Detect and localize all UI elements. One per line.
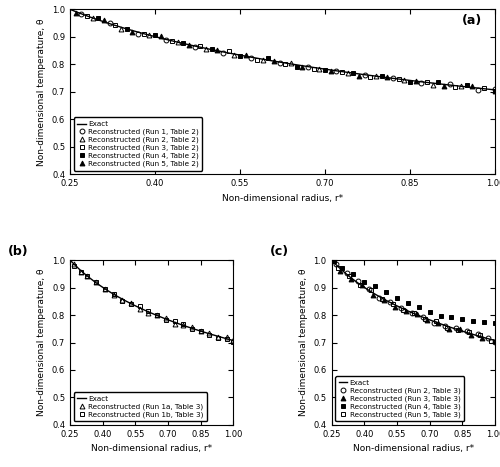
- Text: (c): (c): [270, 245, 288, 258]
- Text: (a): (a): [462, 14, 482, 27]
- Legend: Exact, Reconstructed (Run 1a, Table 3), Reconstructed (Run 1b, Table 3): Exact, Reconstructed (Run 1a, Table 3), …: [74, 392, 207, 421]
- Y-axis label: Non-dimensional temperature, θ: Non-dimensional temperature, θ: [38, 18, 46, 166]
- X-axis label: Non-dimensional radius, r*: Non-dimensional radius, r*: [222, 194, 343, 203]
- Y-axis label: Non-dimensional temperature, θ: Non-dimensional temperature, θ: [38, 269, 46, 416]
- X-axis label: Non-dimensional radius, r*: Non-dimensional radius, r*: [91, 445, 212, 453]
- X-axis label: Non-dimensional radius, r*: Non-dimensional radius, r*: [352, 445, 474, 453]
- Legend: Exact, Reconstructed (Run 2, Table 3), Reconstructed (Run 3, Table 3), Reconstru: Exact, Reconstructed (Run 2, Table 3), R…: [335, 376, 464, 421]
- Y-axis label: Non-dimensional temperature, θ: Non-dimensional temperature, θ: [299, 269, 308, 416]
- Legend: Exact, Reconstructed (Run 1, Table 2), Reconstructed (Run 2, Table 2), Reconstru: Exact, Reconstructed (Run 1, Table 2), R…: [74, 117, 202, 170]
- Text: (b): (b): [8, 245, 28, 258]
